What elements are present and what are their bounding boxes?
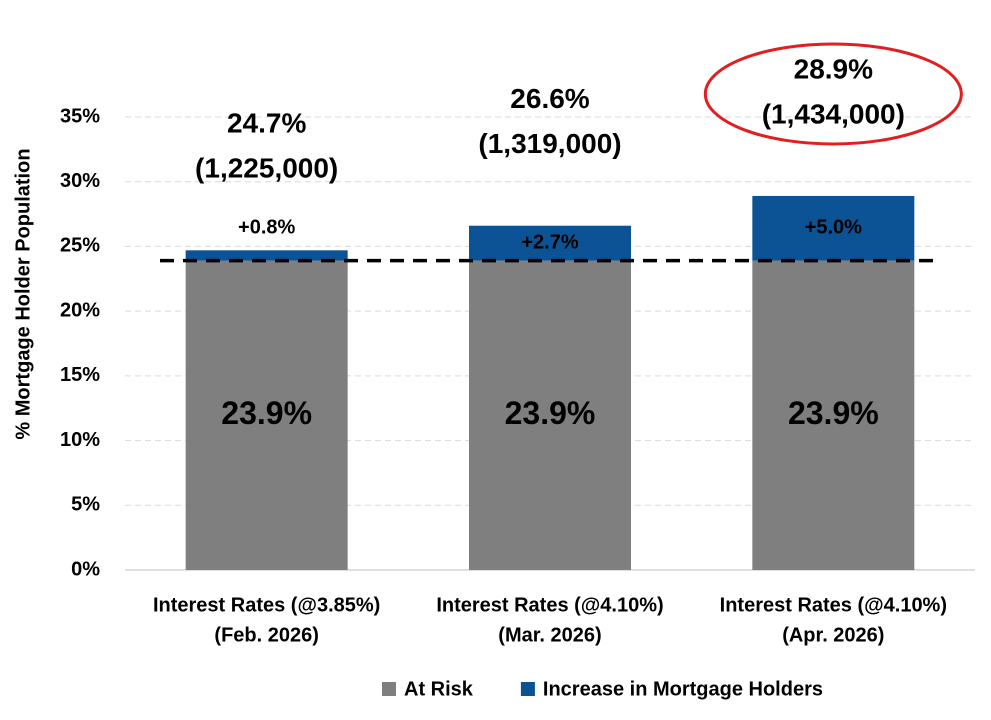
x-tick-label: (Feb. 2026) [214,624,318,646]
total-label: 26.6% [510,83,589,114]
bar-segment [469,260,631,570]
legend-label: At Risk [404,678,474,700]
data-label: +2.7% [521,231,578,253]
legend-label: Increase in Mortgage Holders [543,678,823,700]
total-label: 28.9% [794,53,873,84]
x-tick-label: Interest Rates (@4.10%) [720,594,947,616]
x-tick-label: Interest Rates (@4.10%) [436,594,663,616]
total-count-label: (1,319,000) [478,128,621,159]
y-tick-label: 30% [60,170,100,192]
data-label: 23.9% [788,395,879,431]
y-tick-label: 5% [71,494,100,516]
bar-segment [469,225,631,261]
total-count-label: (1,225,000) [195,153,338,184]
legend-swatch [382,682,396,696]
data-label: +0.8% [238,217,295,239]
data-label: +5.0% [805,217,862,239]
data-label: 23.9% [221,395,312,431]
y-tick-label: 15% [60,364,100,386]
y-tick-label: 10% [60,429,100,451]
highlight-ellipse [703,42,963,146]
x-tick-label: (Apr. 2026) [782,624,884,646]
y-tick-label: 20% [60,299,100,321]
bar-segment [752,195,915,261]
y-axis-title: % Mortgage Holder Population [12,148,34,439]
bar-segment [185,260,348,570]
legend-swatch [520,682,535,696]
bar-segment [185,250,348,261]
bar-segment [752,260,915,570]
y-tick-label: 35% [60,105,100,127]
total-label: 24.7% [227,108,306,139]
x-tick-label: (Mar. 2026) [498,624,601,646]
y-tick-label: 0% [71,558,100,580]
y-tick-label: 25% [60,235,100,257]
total-count-label: (1,434,000) [762,98,905,129]
x-tick-label: Interest Rates (@3.85%) [153,594,380,616]
data-label: 23.9% [505,395,596,431]
